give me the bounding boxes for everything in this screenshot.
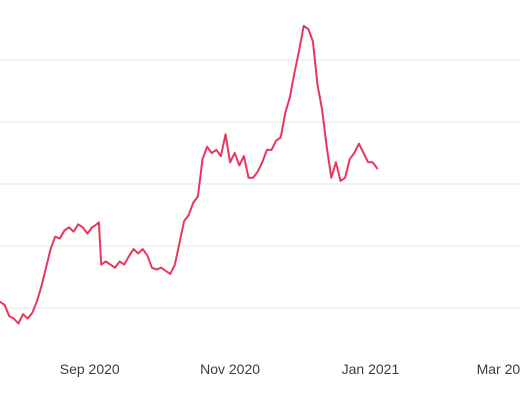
gridlines (0, 59, 520, 309)
x-tick-label: Nov 2020 (200, 361, 260, 377)
x-tick-label: Jan 2021 (342, 361, 400, 377)
x-tick-label: Mar 2021 (477, 361, 520, 377)
x-tick-label: Sep 2020 (60, 361, 120, 377)
plot-area (0, 24, 379, 325)
series-line (0, 24, 379, 325)
x-axis: Sep 2020 Nov 2020 Jan 2021 Mar 2021 (60, 361, 520, 377)
